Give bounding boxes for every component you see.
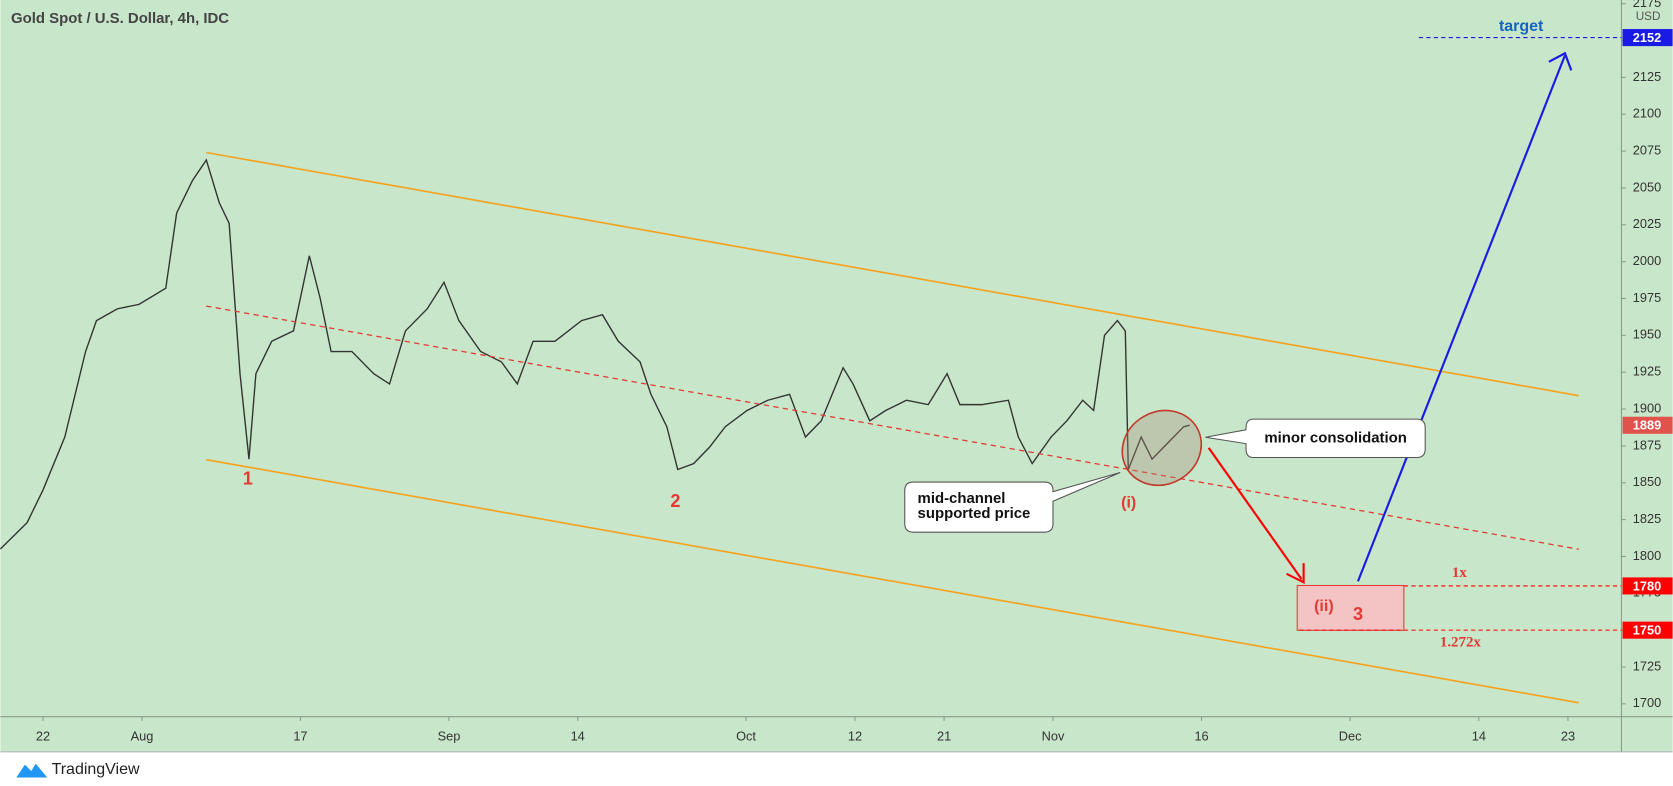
brand-logo: [16, 763, 48, 778]
y-tick-label: 1800: [1633, 548, 1661, 563]
x-tick-label: 21: [937, 728, 951, 743]
chart-title: Gold Spot / U.S. Dollar, 4h, IDC: [11, 10, 229, 27]
callout-box: [1205, 418, 1426, 459]
y-tick-label: 2025: [1633, 216, 1661, 231]
price-tag: [1622, 29, 1673, 47]
price-tag-label: 1750: [1633, 623, 1661, 638]
x-tick-label: 17: [293, 728, 307, 743]
background: [0, 0, 1673, 752]
x-tick-label: Aug: [131, 728, 154, 743]
wave-label: 1: [243, 469, 253, 489]
x-tick-label: 14: [571, 728, 585, 743]
x-tick-label: Dec: [1339, 728, 1362, 743]
y-tick-label: 2050: [1633, 179, 1661, 194]
logo-icon: [16, 763, 48, 778]
ratio-label: 1.272x: [1440, 635, 1482, 651]
price-line: [0, 158, 1190, 550]
down-arrow: [1207, 447, 1303, 580]
y-tick-label: 2000: [1633, 253, 1661, 268]
brand-name: TradingView: [52, 761, 140, 778]
wave-label: (ii): [1314, 598, 1334, 615]
wave-label: (i): [1121, 495, 1136, 512]
y-tick-label: 2175: [1633, 0, 1661, 10]
callout-text: minor consolidation: [1264, 429, 1407, 446]
consolidation-ellipse: [1121, 409, 1203, 487]
target-label: target: [1499, 18, 1544, 35]
x-tick-label: Nov: [1042, 728, 1065, 743]
x-tick-label: 14: [1472, 728, 1486, 743]
price-tag-label: 1780: [1633, 578, 1661, 593]
marks: [0, 3, 1626, 721]
x-tick-label: 22: [36, 728, 50, 743]
callout-text: mid-channel: [918, 490, 1006, 507]
callout-box: [904, 471, 1121, 533]
y-tick-label: 1875: [1633, 437, 1661, 452]
price-tag-label: 1889: [1633, 418, 1661, 433]
y-tick-label: 2125: [1633, 69, 1661, 84]
x-tick-label: 23: [1561, 728, 1575, 743]
wave-label: 3: [1353, 604, 1363, 624]
y-tick-label: 2100: [1633, 106, 1661, 121]
down-arrow-head: [1286, 563, 1305, 585]
x-tick-label: 12: [848, 728, 862, 743]
y-tick-label: 1975: [1633, 290, 1661, 305]
ratio-label: 1x: [1452, 565, 1467, 581]
channel-upper: [206, 151, 1579, 397]
y-tick-label: 1925: [1633, 364, 1661, 379]
x-tick-label: Sep: [438, 728, 461, 743]
footer: [0, 751, 1673, 786]
channel-mid: [206, 305, 1579, 550]
y-tick-label: 1850: [1633, 474, 1661, 489]
price-tag: [1622, 621, 1673, 639]
target-zone: [1296, 584, 1405, 631]
price-tag: [1622, 416, 1673, 434]
callout-text: supported price: [918, 505, 1031, 522]
price-tag: [1622, 577, 1673, 595]
wave-label: 2: [670, 491, 680, 511]
up-arrow-head: [1548, 51, 1573, 71]
y-tick-label: 1950: [1633, 327, 1661, 342]
y-tick-label: 1725: [1633, 658, 1661, 673]
currency-label: USD: [1636, 10, 1661, 23]
x-tick-label: 16: [1194, 728, 1208, 743]
channel-lower: [206, 458, 1579, 704]
price-tag-label: 2152: [1633, 30, 1661, 45]
y-tick-label: 1700: [1633, 695, 1661, 710]
up-arrow: [1357, 55, 1566, 582]
x-tick-label: Oct: [736, 728, 756, 743]
y-tick-label: 1825: [1633, 511, 1661, 526]
y-tick-label: 2075: [1633, 142, 1661, 157]
y-tick-label: 1900: [1633, 400, 1661, 415]
